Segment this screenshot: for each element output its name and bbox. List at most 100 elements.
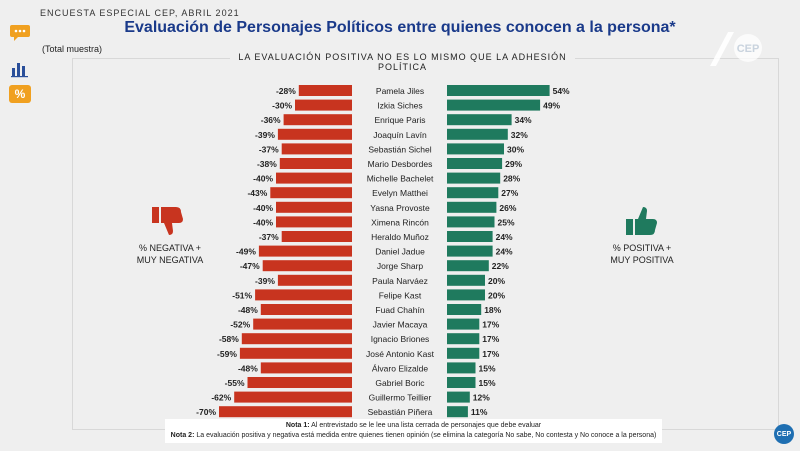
positive-value-label: 24% [496,232,513,242]
legend-positive: % POSITIVA + MUY POSITIVA [602,242,682,266]
positive-value-label: 32% [511,130,528,140]
negative-bar [247,377,352,388]
category-label: Evelyn Matthei [372,188,428,198]
cep-badge[interactable]: CEP [774,424,794,444]
speech-bubble-icon[interactable] [9,24,31,42]
negative-value-label: -28% [276,86,296,96]
negative-bar [295,99,352,111]
negative-bar [276,172,352,184]
positive-value-label: 11% [471,407,488,417]
positive-bar [447,143,504,155]
svg-text:CEP: CEP [737,43,760,55]
category-label: Guillermo Teillier [369,393,432,403]
positive-bar [447,333,480,345]
negative-bar [281,231,352,242]
legend-negative-line1: % NEGATIVA + [139,243,201,253]
positive-bar [447,201,497,213]
positive-value-label: 29% [505,159,522,169]
negative-bar [277,128,352,140]
category-label: Jorge Sharp [377,261,424,271]
negative-value-label: -43% [247,188,267,198]
category-label: Paula Narváez [372,276,428,286]
category-label: Álvaro Elizalde [372,363,428,373]
page-title: Evaluación de Personajes Políticos entre… [124,19,676,36]
survey-label: ENCUESTA ESPECIAL CEP, ABRIL 2021 [40,8,240,18]
negative-value-label: -37% [259,144,279,154]
positive-bar [447,289,485,301]
category-label: Daniel Jadue [375,247,425,257]
positive-value-label: 20% [488,276,505,286]
positive-value-label: 17% [482,334,499,344]
negative-value-label: -51% [232,290,252,300]
negative-value-label: -59% [217,349,237,359]
negative-value-label: -40% [253,217,273,227]
negative-value-label: -30% [272,101,292,111]
positive-bar [447,377,476,388]
category-label: José Antonio Kast [366,349,435,359]
negative-bar [262,260,352,272]
negative-value-label: -47% [240,261,260,271]
negative-bar [260,362,352,374]
positive-bar [447,260,489,272]
note-2-text: La evaluación positiva y negativa está m… [196,432,657,439]
negative-bar [239,347,352,359]
negative-value-label: -48% [238,363,258,373]
negative-bar [258,245,352,257]
positive-value-label: 26% [499,203,516,213]
negative-bar [234,391,352,403]
positive-bar [447,231,493,242]
negative-bar [255,289,352,301]
negative-value-label: -38% [257,159,277,169]
category-label: Sebastián Sichel [368,144,431,154]
positive-value-label: 49% [543,101,560,111]
positive-value-label: 30% [507,144,524,154]
positive-bar [447,347,480,359]
category-label: Felipe Kast [379,290,422,300]
positive-bar [447,406,468,418]
positive-value-label: 18% [484,305,501,315]
category-label: Heraldo Muñoz [371,232,429,242]
positive-value-label: 22% [492,261,509,271]
legend-negative-line2: MUY NEGATIVA [136,255,204,265]
legend-positive-line2: MUY POSITIVA [610,255,674,265]
negative-value-label: -55% [225,378,245,388]
negative-bar [260,304,352,315]
positive-value-label: 54% [553,86,570,96]
negative-value-label: -40% [253,203,273,213]
positive-value-label: 24% [496,247,513,257]
positive-value-label: 34% [515,115,532,125]
negative-value-label: -39% [255,276,275,286]
negative-bar [241,333,352,345]
note-1-label: Nota 1: [285,422,310,429]
sample-label: (Total muestra) [42,44,103,54]
category-label: Michelle Bachelet [367,174,434,184]
negative-bar [283,114,352,126]
category-label: Fuad Chahín [375,305,424,315]
category-label: Pamela Jiles [376,86,424,96]
positive-bar [447,245,493,257]
category-label: Joaquín Lavín [373,130,427,140]
negative-value-label: -40% [253,174,273,184]
negative-value-label: -52% [230,320,250,330]
positive-bar [447,274,485,286]
percent-icon[interactable]: % [9,85,31,103]
negative-bar [281,143,352,155]
negative-bar [253,318,352,330]
positive-bar [447,128,508,140]
negative-value-label: -39% [255,130,275,140]
category-label: Javier Macaya [373,320,428,330]
cep-logo: CEP [710,32,762,66]
bar-chart-icon[interactable] [9,60,31,78]
category-label: Sebastián Piñera [368,407,433,417]
positive-value-label: 27% [501,188,518,198]
positive-bar [447,362,476,374]
note-1-text: Al entrevistado se le lee una lista cerr… [311,422,542,429]
note-1: Nota 1: Al entrevistado se le lee una li… [165,421,662,431]
category-label: Enrique Paris [374,115,425,125]
positive-value-label: 15% [479,378,496,388]
positive-value-label: 28% [503,174,520,184]
category-label: Mario Desbordes [368,159,433,169]
negative-value-label: -70% [196,407,216,417]
category-label: Izkia Siches [377,101,422,111]
